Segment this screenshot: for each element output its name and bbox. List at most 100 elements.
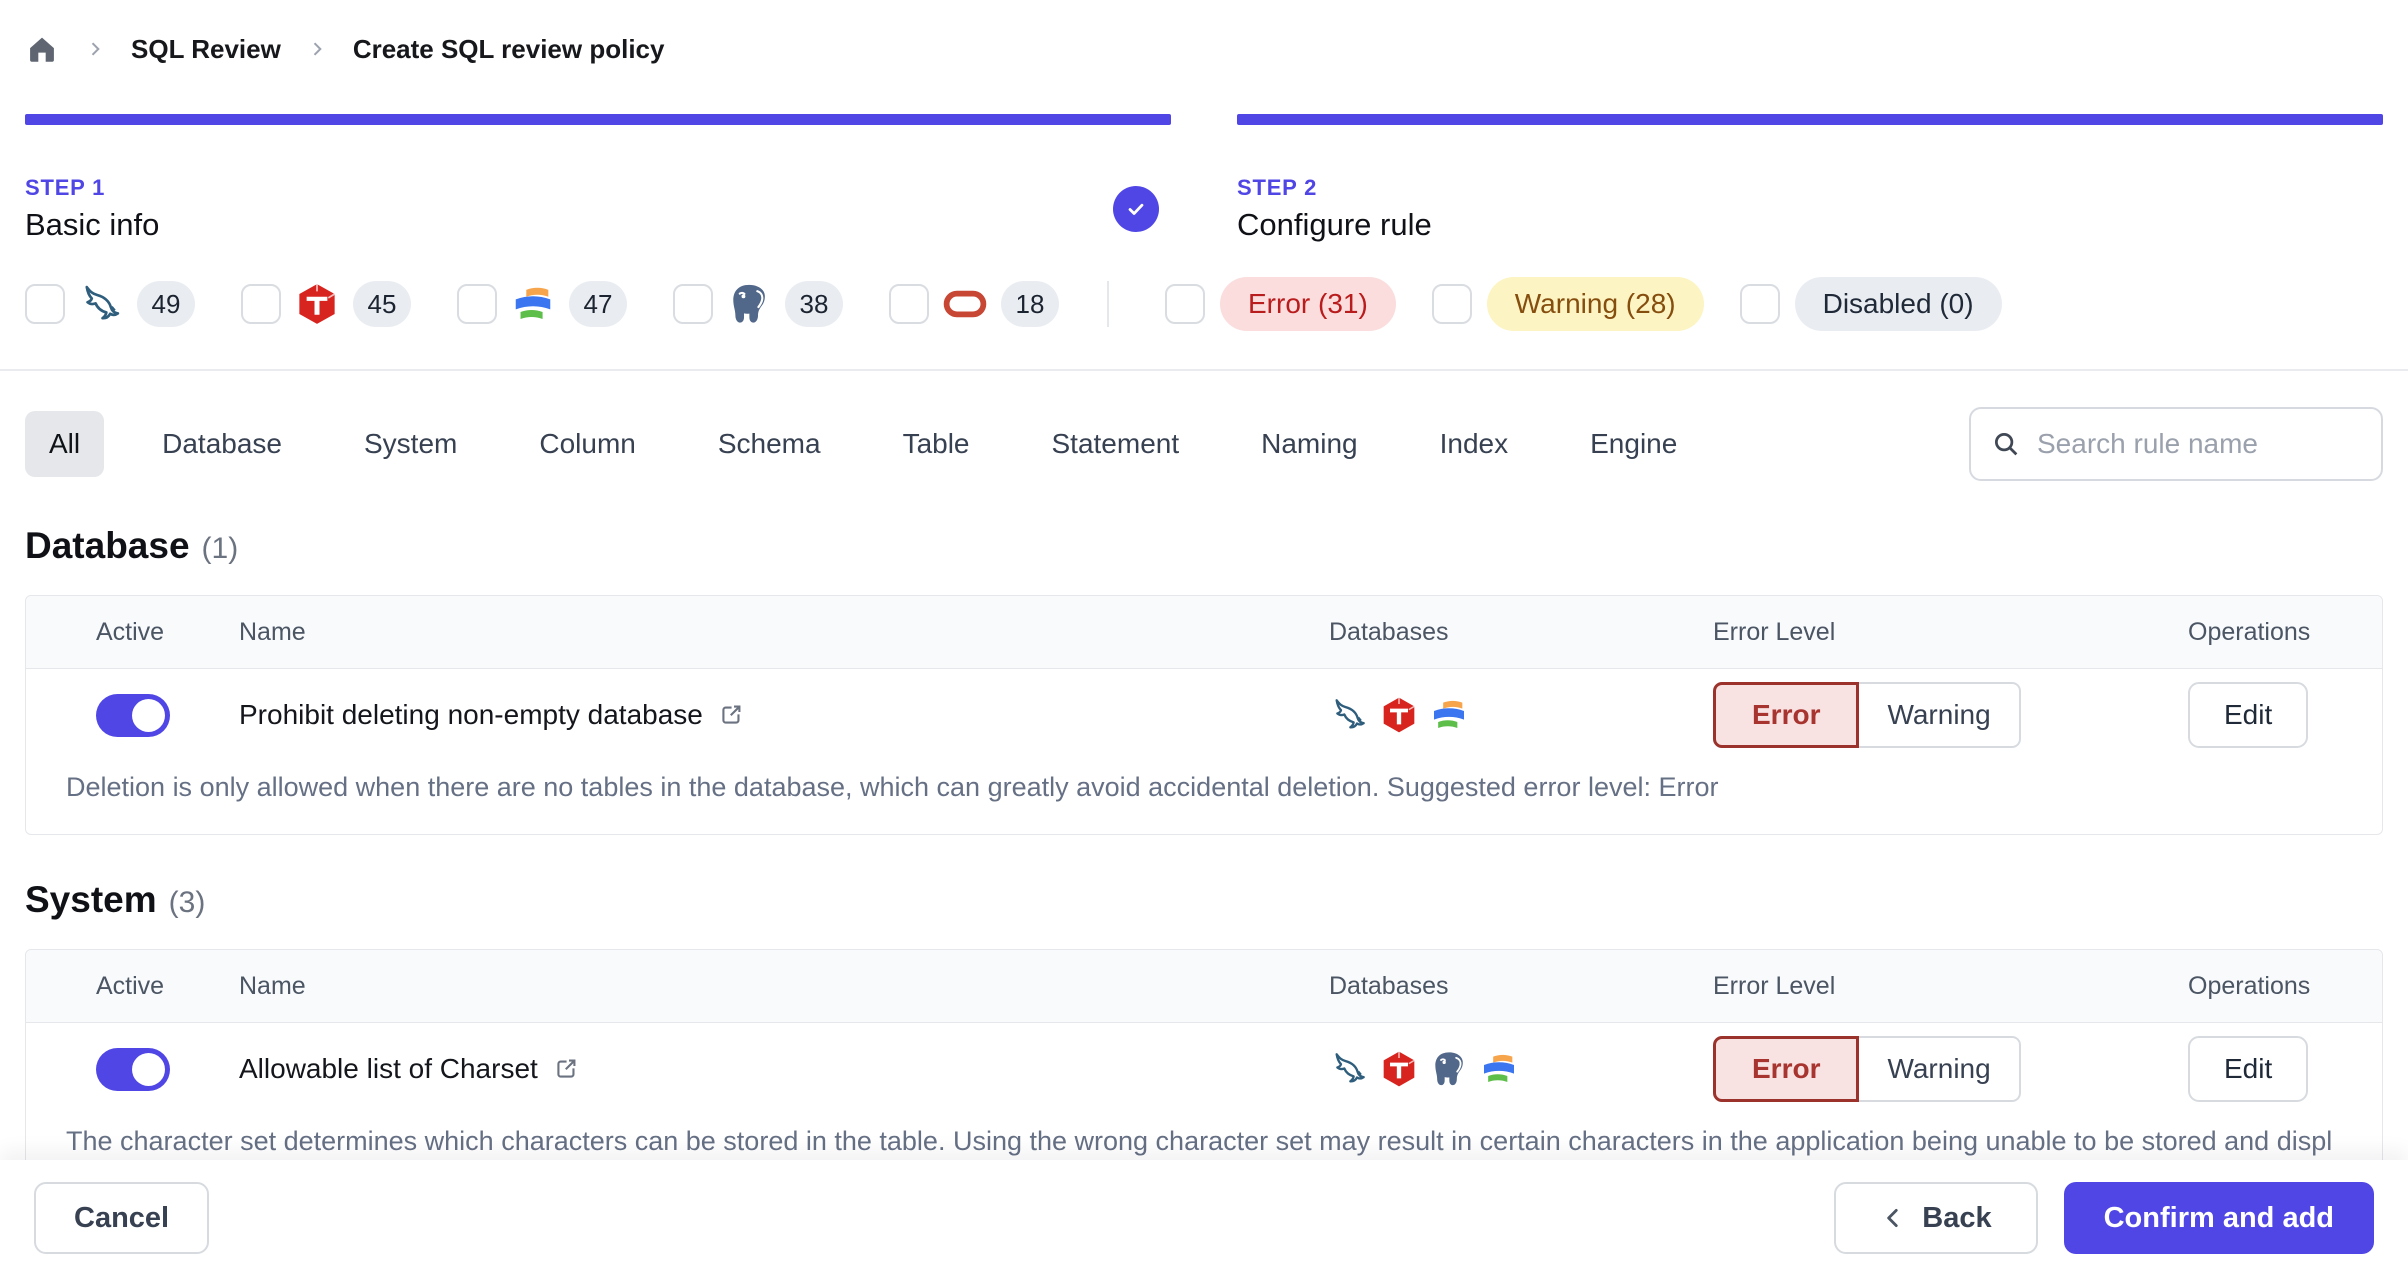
table-row: Allowable list of Charset Error Warning … (26, 1023, 2382, 1115)
breadcrumb-sql-review[interactable]: SQL Review (131, 33, 281, 64)
section-title: System (25, 879, 157, 920)
tab-index[interactable]: Index (1439, 428, 1509, 459)
mysql-icon (1329, 695, 1369, 735)
oracle-icon (942, 281, 988, 327)
stepper: STEP 1 Basic info STEP 2 Configure rule (0, 114, 2408, 243)
edit-button[interactable]: Edit (2188, 682, 2309, 748)
cancel-button[interactable]: Cancel (34, 1182, 210, 1254)
section-divider (0, 369, 2408, 371)
column-header-error-level: Error Level (1713, 971, 1836, 1000)
category-tabbar: All Database System Column Schema Table … (0, 407, 2408, 481)
mysql-checkbox[interactable] (25, 284, 65, 324)
column-header-name: Name (239, 971, 306, 1000)
mysql-count-badge: 49 (137, 281, 195, 327)
database-section-heading: Database (1) (0, 525, 2408, 567)
back-button-label: Back (1922, 1201, 1992, 1234)
warning-filter-badge: Warning (28) (1486, 277, 1704, 331)
tab-all[interactable]: All (25, 411, 105, 477)
step-2-title: Configure rule (1237, 207, 1432, 242)
column-header-error-level: Error Level (1713, 617, 1836, 646)
edit-button[interactable]: Edit (2188, 1036, 2309, 1102)
tab-database[interactable]: Database (162, 428, 282, 459)
mysql-icon (1329, 1049, 1369, 1089)
error-level-warning-button[interactable]: Warning (1859, 1036, 2021, 1102)
error-level-warning-button[interactable]: Warning (1859, 682, 2021, 748)
tab-engine[interactable]: Engine (1590, 428, 1678, 459)
step-1-label: STEP 1 (25, 175, 106, 200)
column-header-databases: Databases (1329, 971, 1449, 1000)
system-section-heading: System (3) (0, 879, 2408, 921)
footer-action-bar: Cancel Back Confirm and add (0, 1160, 2408, 1276)
oceanbase-count-badge: 47 (569, 281, 627, 327)
filter-oracle: 18 (889, 281, 1059, 327)
back-button[interactable]: Back (1834, 1182, 2038, 1254)
breadcrumb-create-policy: Create SQL review policy (352, 33, 665, 64)
step-1-progress-bar (25, 114, 1171, 125)
active-toggle[interactable] (96, 1047, 170, 1091)
disabled-checkbox[interactable] (1739, 284, 1780, 324)
mysql-icon (78, 281, 124, 327)
column-header-databases: Databases (1329, 617, 1449, 646)
chevron-right-icon (91, 42, 100, 56)
tab-statement[interactable]: Statement (1051, 428, 1180, 459)
step-2-label: STEP 2 (1237, 175, 1318, 200)
tab-naming[interactable]: Naming (1261, 428, 1358, 459)
filter-tidb: 45 (241, 281, 411, 327)
column-header-active: Active (96, 617, 165, 646)
oracle-count-badge: 18 (1001, 281, 1059, 327)
toggle-knob (132, 698, 165, 732)
section-count: (1) (201, 532, 239, 565)
oceanbase-checkbox[interactable] (457, 284, 497, 324)
error-filter-badge: Error (31) (1220, 277, 1396, 331)
tidb-checkbox[interactable] (241, 284, 281, 324)
search-icon (1995, 433, 2018, 456)
search-box (1969, 407, 2383, 481)
section-count: (3) (168, 886, 206, 919)
tab-column[interactable]: Column (539, 428, 636, 459)
column-header-operations: Operations (2188, 971, 2311, 1000)
warning-checkbox[interactable] (1431, 284, 1472, 324)
postgres-icon (726, 281, 772, 327)
filter-warning: Warning (28) (1431, 277, 1704, 331)
step-1: STEP 1 Basic info (25, 114, 1171, 243)
tidb-icon (1379, 1049, 1419, 1089)
tab-schema[interactable]: Schema (717, 428, 821, 459)
error-level-error-button[interactable]: Error (1713, 1036, 1860, 1102)
step-2: STEP 2 Configure rule (1237, 114, 2383, 243)
error-level-segmented-control: Error Warning (1713, 1036, 2021, 1102)
database-rules-table: Active Name Databases Error Level Operat… (25, 595, 2383, 835)
tidb-icon (1379, 695, 1419, 735)
filter-row: 49 45 47 38 18 Error (31) War (0, 277, 2408, 331)
search-input[interactable] (2037, 428, 2361, 460)
oracle-checkbox[interactable] (889, 284, 929, 324)
rule-description: Deletion is only allowed when there are … (66, 772, 1719, 802)
rule-engine-icons (1329, 1049, 1713, 1089)
rule-engine-icons (1329, 695, 1713, 735)
chevron-left-icon (1887, 1209, 1898, 1227)
breadcrumb: SQL Review Create SQL review policy (0, 0, 2408, 66)
active-toggle[interactable] (96, 693, 170, 737)
table-header-row: Active Name Databases Error Level Operat… (26, 596, 2382, 669)
section-title: Database (25, 525, 190, 566)
external-link-icon[interactable] (552, 1055, 580, 1083)
filter-mysql: 49 (25, 281, 195, 327)
filter-divider (1107, 281, 1109, 327)
disabled-filter-badge: Disabled (0) (1794, 277, 2002, 331)
tab-system[interactable]: System (364, 428, 458, 459)
error-level-error-button[interactable]: Error (1713, 682, 1860, 748)
confirm-and-add-button[interactable]: Confirm and add (2063, 1182, 2374, 1254)
tidb-icon (294, 281, 340, 327)
toggle-knob (132, 1052, 165, 1086)
column-header-name: Name (239, 617, 306, 646)
column-header-active: Active (96, 971, 165, 1000)
home-icon[interactable] (25, 32, 59, 66)
oceanbase-icon (1429, 695, 1469, 735)
table-header-row: Active Name Databases Error Level Operat… (26, 950, 2382, 1023)
tab-table[interactable]: Table (902, 428, 970, 459)
filter-error: Error (31) (1165, 277, 1396, 331)
oceanbase-icon (510, 281, 556, 327)
external-link-icon[interactable] (717, 701, 745, 729)
error-checkbox[interactable] (1165, 284, 1205, 324)
postgres-checkbox[interactable] (673, 284, 713, 324)
